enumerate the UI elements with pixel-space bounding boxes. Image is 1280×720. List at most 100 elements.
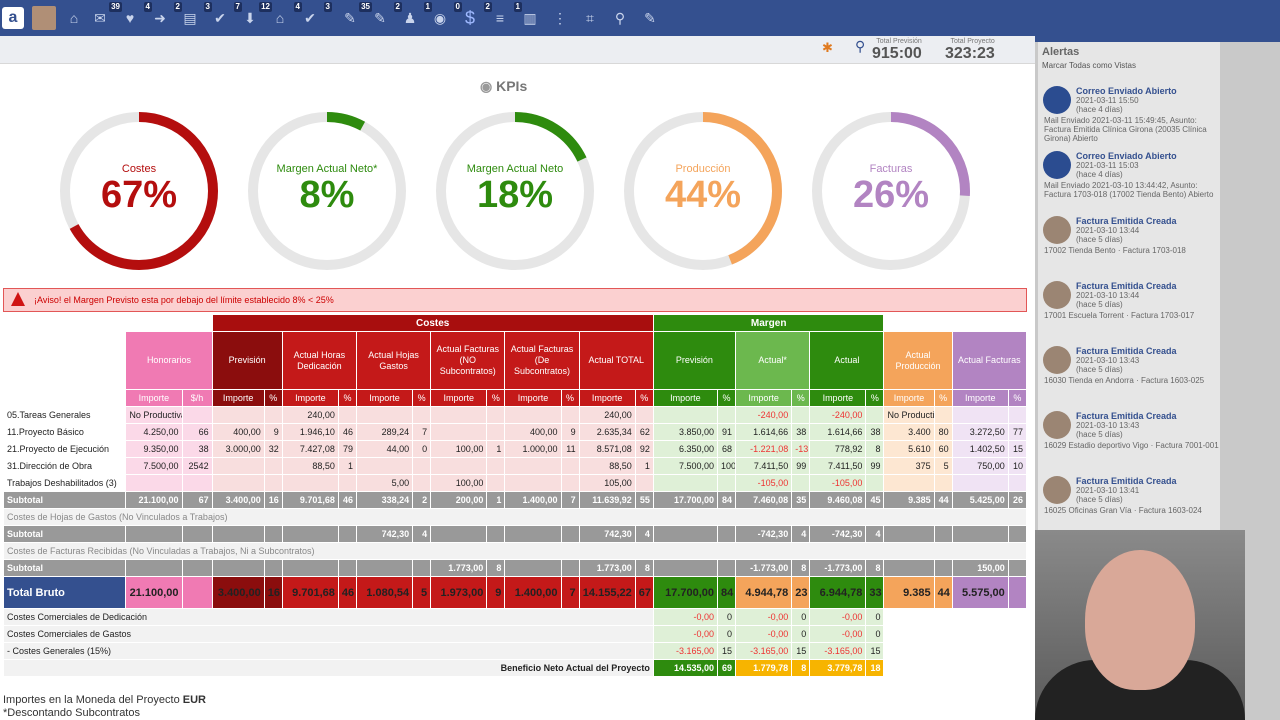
toolbar-icon-5[interactable]: ✔ 7: [214, 2, 242, 26]
table-cell: [486, 525, 506, 543]
table-cell: 4: [791, 525, 811, 543]
gear-icon[interactable]: ✱: [822, 40, 833, 55]
table-cell: Subtotal: [2, 491, 127, 509]
toolbar-icon-11[interactable]: ♟ 1: [403, 2, 432, 26]
toolbar-icon-15[interactable]: ▥: [523, 9, 537, 26]
table-row: Costes Comerciales de Gastos -0,00 0 -0,00 0…: [3, 625, 1027, 643]
alert-item[interactable]: Factura Emitida Creada 2021-03-10 13:43 (h…: [1043, 346, 1205, 385]
table-cell: 9.701,68: [281, 491, 339, 509]
kpi-gauge: Costes 67%: [58, 110, 220, 272]
table-cell: 4.944,78: [735, 576, 793, 609]
table-cell: [211, 457, 265, 475]
toolbar-icon-16[interactable]: ⋮: [553, 9, 567, 26]
subheader: %: [337, 389, 357, 407]
subheader: Importe: [211, 389, 265, 407]
table-cell: 150,00: [951, 559, 1009, 577]
table-cell: 1.080,54: [355, 576, 414, 609]
alert-item[interactable]: Factura Emitida Creada 2021-03-10 13:43 (h…: [1043, 411, 1219, 450]
table-cell: [951, 474, 1009, 492]
toolbar-icon-13[interactable]: $2: [464, 2, 492, 28]
table-cell: 92: [634, 440, 654, 458]
table-cell: 7.500,00: [125, 457, 183, 475]
toolbar-icon-8[interactable]: ✔ 3: [304, 2, 332, 26]
table-cell: [125, 559, 183, 577]
toolbar-icon-17[interactable]: ⌗: [586, 9, 594, 26]
subheader: %: [634, 389, 654, 407]
kpi-label: Facturas: [869, 163, 913, 175]
table-cell: [211, 406, 265, 424]
toolbar-icon-7[interactable]: ⌂ 4: [275, 2, 302, 26]
alert-item[interactable]: Correo Enviado Abierto 2021-03-11 15:50 (h…: [1043, 86, 1207, 143]
table-cell: 1: [634, 457, 654, 475]
kpi-label: Margen Actual Neto*: [276, 163, 378, 175]
alert-item[interactable]: Factura Emitida Creada 2021-03-10 13:41 (h…: [1043, 476, 1202, 515]
table-cell: -0,00: [809, 608, 867, 626]
table-cell: 1.614,66: [735, 423, 793, 441]
mark-all-link[interactable]: Marcar Todas como Vistas: [1042, 61, 1136, 70]
table-cell: 3.000,00: [211, 440, 265, 458]
table-cell: -13: [791, 440, 811, 458]
table-cell: 9.460,08: [809, 491, 867, 509]
toolbar-icon-2[interactable]: ♥ 4: [125, 2, 152, 26]
toolbar-icon-1[interactable]: ✉ 39: [94, 2, 122, 26]
table-cell: [211, 525, 265, 543]
table-cell: [652, 406, 719, 424]
table-cell: [1007, 406, 1028, 424]
table-cell: [263, 457, 283, 475]
alert-item[interactable]: Factura Emitida Creada 2021-03-10 13:44 (h…: [1043, 281, 1195, 320]
column-header: Actual Horas Dedicación: [281, 331, 357, 390]
app-logo[interactable]: a: [2, 7, 24, 29]
toolbar-badge: 2: [173, 2, 182, 12]
table-cell: 240,00: [281, 406, 339, 424]
table-cell: 1.400,00: [504, 491, 562, 509]
subheader: %: [716, 389, 737, 407]
table-cell: 7: [412, 423, 432, 441]
table-cell: 1.773,00: [578, 559, 636, 577]
subheader: Importe: [281, 389, 339, 407]
table-cell: 38: [865, 423, 885, 441]
table-row: Costes de Facturas Recibidas (No Vincula…: [3, 542, 1027, 560]
user-avatar[interactable]: [32, 6, 56, 30]
toolbar-icon-19[interactable]: ✎: [644, 9, 656, 26]
alert-item[interactable]: Correo Enviado Abierto 2021-03-11 15:03 (h…: [1043, 151, 1214, 199]
table-cell: [486, 423, 506, 441]
subheader: Importe: [578, 389, 636, 407]
table-cell: 289,24: [355, 423, 414, 441]
toolbar-icon-0[interactable]: ⌂: [69, 10, 79, 26]
table-cell: 7.500,00: [652, 457, 719, 475]
toolbar-icon-10[interactable]: ✎ 2: [374, 2, 402, 26]
table-cell: 200,00: [430, 491, 488, 509]
table-cell: [430, 525, 488, 543]
table-cell: 11: [560, 440, 580, 458]
table-cell: 375: [883, 457, 935, 475]
table-cell: 1.402,50: [951, 440, 1009, 458]
toolbar-icon-6[interactable]: ⬇ 12: [244, 2, 272, 26]
subcontract-note: *Descontando Subcontratos: [3, 707, 140, 719]
table-cell: [504, 559, 562, 577]
toolbar-icon-14[interactable]: ≡ 1: [495, 2, 522, 26]
subheader: Importe: [809, 389, 867, 407]
column-header: Actual Producción: [883, 331, 953, 390]
toolbar-icon-9[interactable]: ✎ 35: [344, 2, 372, 26]
table-cell: 88,50: [578, 457, 636, 475]
kpi-gauge: Margen Actual Neto 18%: [434, 110, 596, 272]
table-cell: 1: [337, 457, 357, 475]
toolbar-icon-3[interactable]: ➜ 2: [154, 2, 182, 26]
toolbar-icon-12[interactable]: ◉ 0: [433, 2, 462, 26]
table-cell: [560, 457, 580, 475]
subheader: %: [933, 389, 953, 407]
table-cell: 84: [716, 576, 737, 609]
table-cell: 5.575,00: [951, 576, 1009, 609]
kpi-value: 26%: [852, 174, 930, 216]
table-cell: [412, 474, 432, 492]
search-icon[interactable]: ⚲: [855, 38, 866, 54]
alert-item[interactable]: Factura Emitida Creada 2021-03-10 13:44 (h…: [1043, 216, 1186, 255]
toolbar-icon-4[interactable]: ▤ 3: [183, 2, 212, 26]
table-cell: 16: [263, 576, 283, 609]
toolbar-icon-18[interactable]: ⚲: [614, 9, 626, 26]
row-label: Costes Comerciales de Dedicación: [3, 608, 654, 626]
table-cell: 8: [486, 559, 506, 577]
table-cell: [883, 525, 935, 543]
table-cell: 9.701,68: [281, 576, 339, 609]
table-row: Beneficio Neto Actual del Proyecto 14.535…: [3, 659, 1027, 677]
